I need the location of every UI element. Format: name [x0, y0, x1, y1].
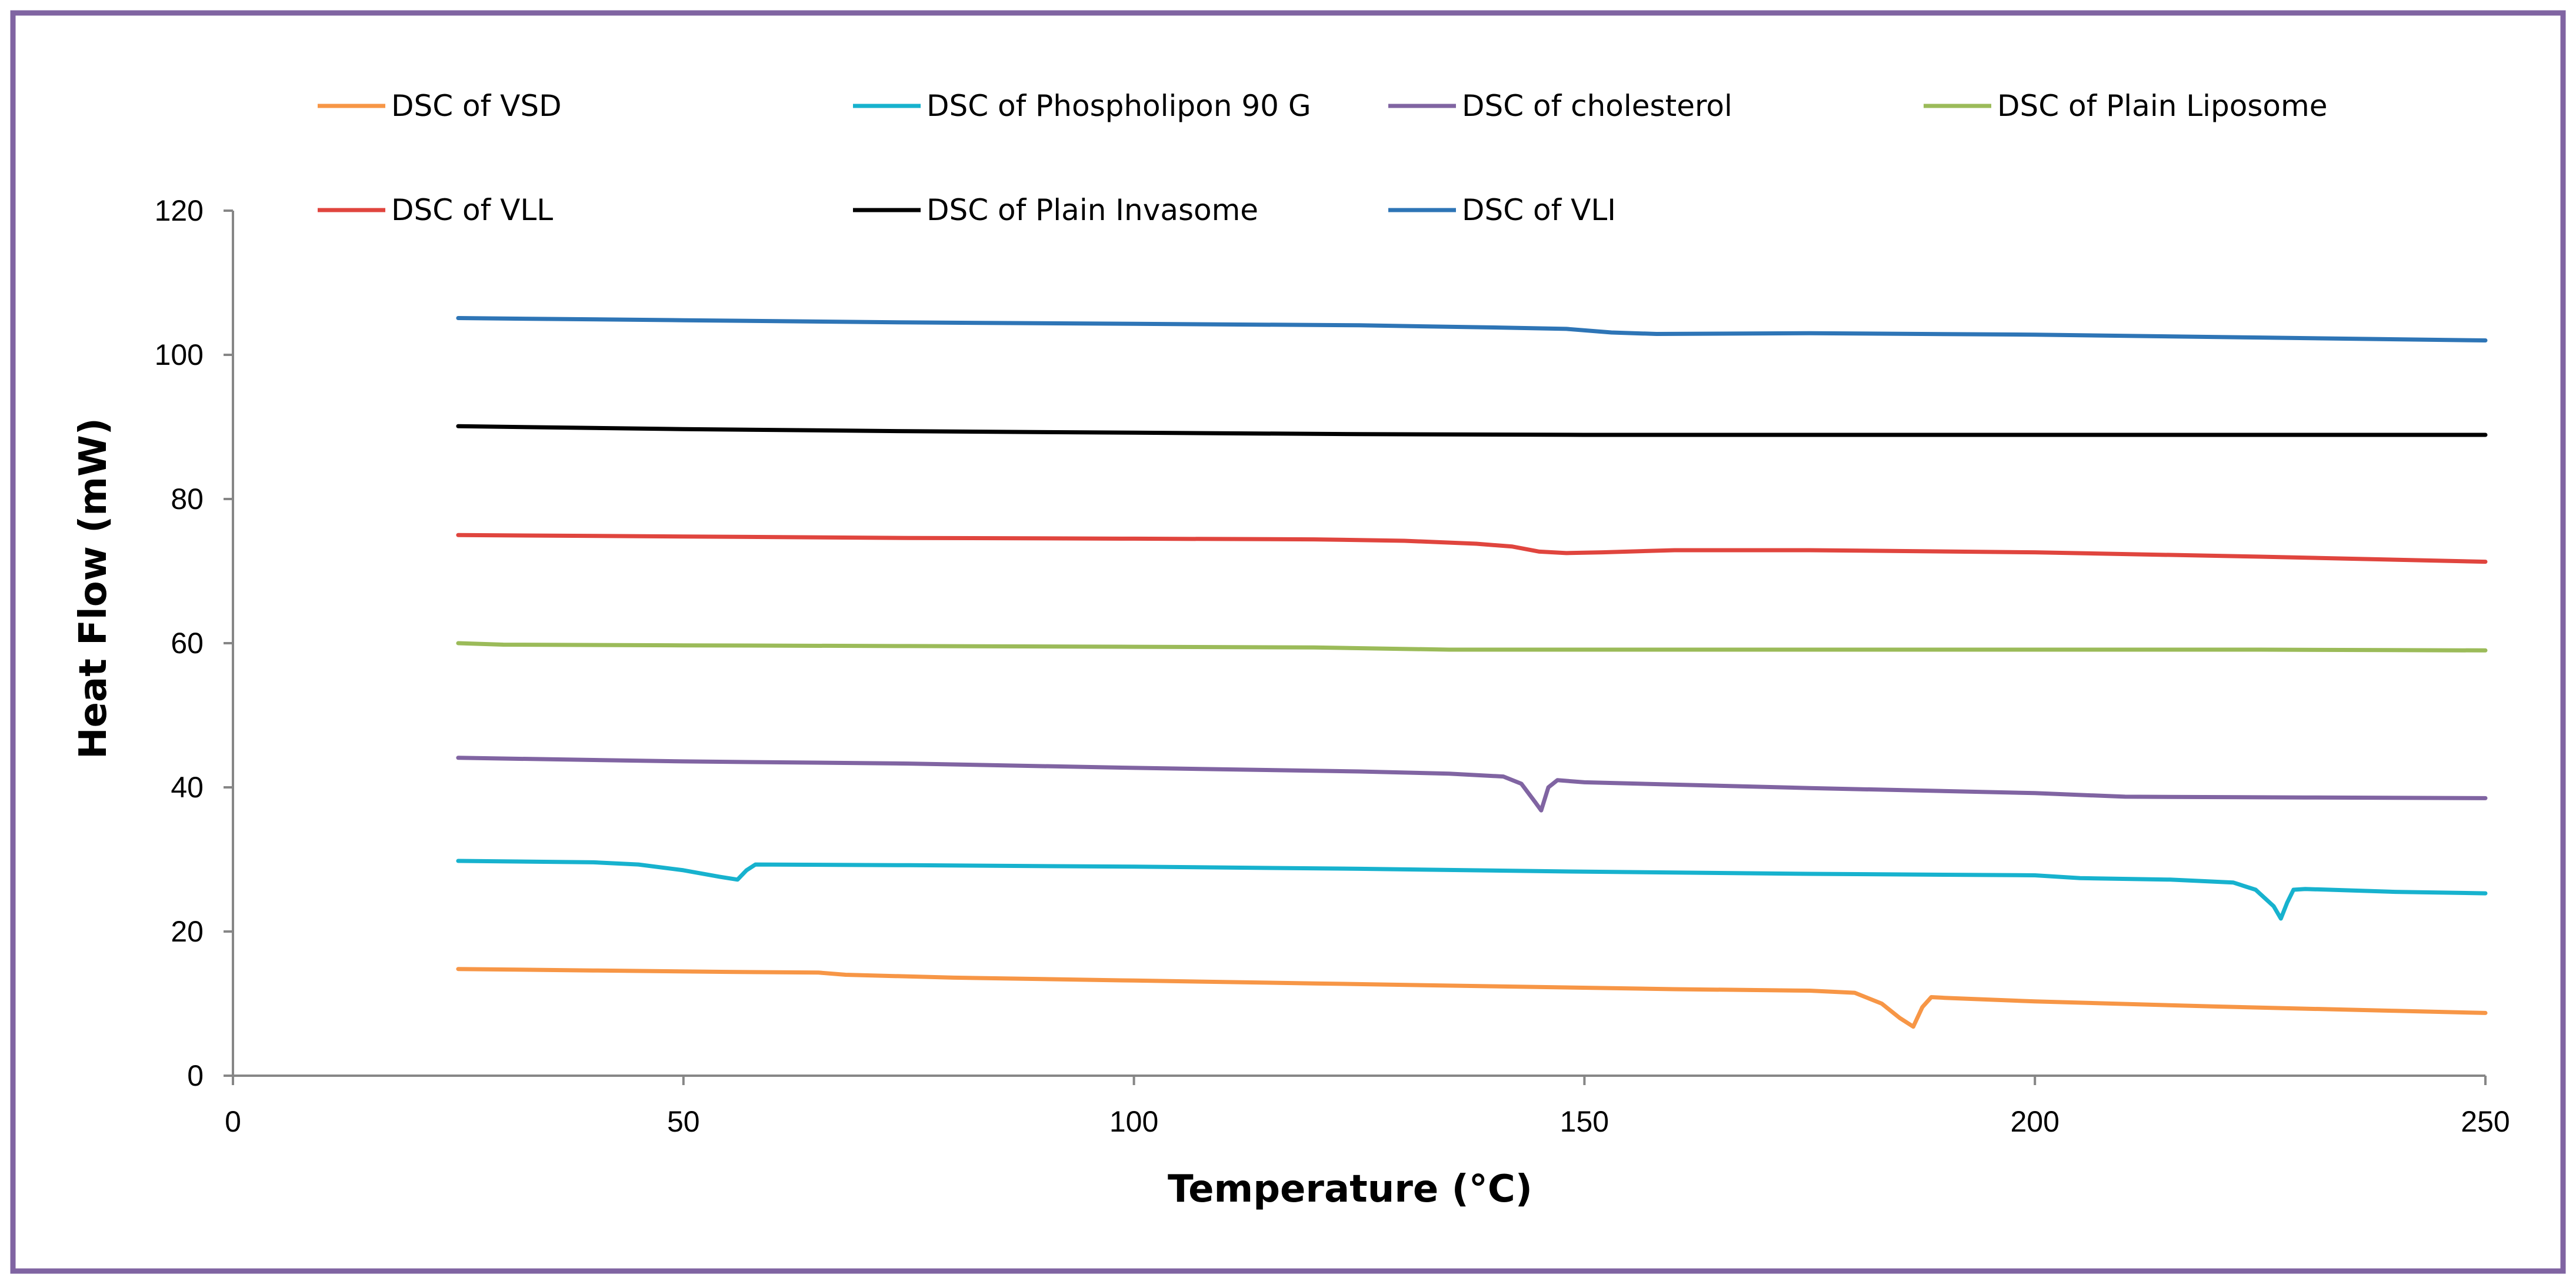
x-tick-label: 0 — [225, 1105, 241, 1138]
y-axis-title: Heat Flow (mW) — [72, 418, 115, 759]
x-tick-label: 150 — [1560, 1105, 1609, 1138]
legend: DSC of VSD DSC of Phospholipon 90 G DSC of… — [318, 89, 2327, 227]
legend-item-4: DSC of Plain Liposome — [1924, 89, 2327, 123]
series-line-6 — [456, 424, 2488, 437]
y-tick-label: 120 — [155, 194, 204, 227]
series-lines — [456, 316, 2488, 1029]
legend-item-3: DSC of cholesterol — [1388, 89, 1732, 123]
y-tick-label: 20 — [171, 915, 204, 948]
y-tick-label: 80 — [171, 483, 204, 515]
legend-item-1: DSC of VSD — [318, 89, 562, 123]
series-line-5 — [456, 533, 2488, 564]
chart-border — [10, 10, 2566, 1274]
series-line-3 — [456, 756, 2488, 813]
y-tick-label: 100 — [155, 338, 204, 371]
legend-label: DSC of VSD — [391, 89, 562, 123]
legend-item-6: DSC of Plain Invasome — [853, 193, 1258, 227]
x-tick-label: 250 — [2461, 1105, 2510, 1138]
x-tick-label: 50 — [667, 1105, 700, 1138]
legend-item-7: DSC of VLI — [1388, 193, 1616, 227]
axes: 0 20 40 60 80 100 120 0 50 100 150 200 250 — [155, 194, 2510, 1138]
series-line-7 — [456, 316, 2488, 342]
legend-label: DSC of VLL — [391, 193, 553, 227]
legend-label: DSC of Phospholipon 90 G — [927, 89, 1311, 123]
series-line-1 — [456, 967, 2488, 1029]
x-tick-label: 200 — [2010, 1105, 2059, 1138]
y-tick-label: 0 — [187, 1059, 204, 1092]
y-tick-label: 60 — [171, 627, 204, 660]
legend-label: DSC of cholesterol — [1462, 89, 1732, 123]
legend-item-2: DSC of Phospholipon 90 G — [853, 89, 1311, 123]
series-line-4 — [456, 641, 2488, 653]
legend-label: DSC of Plain Liposome — [1997, 89, 2327, 123]
series-line-2 — [456, 859, 2488, 921]
x-tick-label: 100 — [1109, 1105, 1158, 1138]
x-axis-title: Temperature (°C) — [1168, 1167, 1532, 1211]
legend-label: DSC of VLI — [1462, 193, 1616, 227]
legend-item-5: DSC of VLL — [318, 193, 553, 227]
y-tick-label: 40 — [171, 771, 204, 804]
legend-label: DSC of Plain Invasome — [927, 193, 1258, 227]
